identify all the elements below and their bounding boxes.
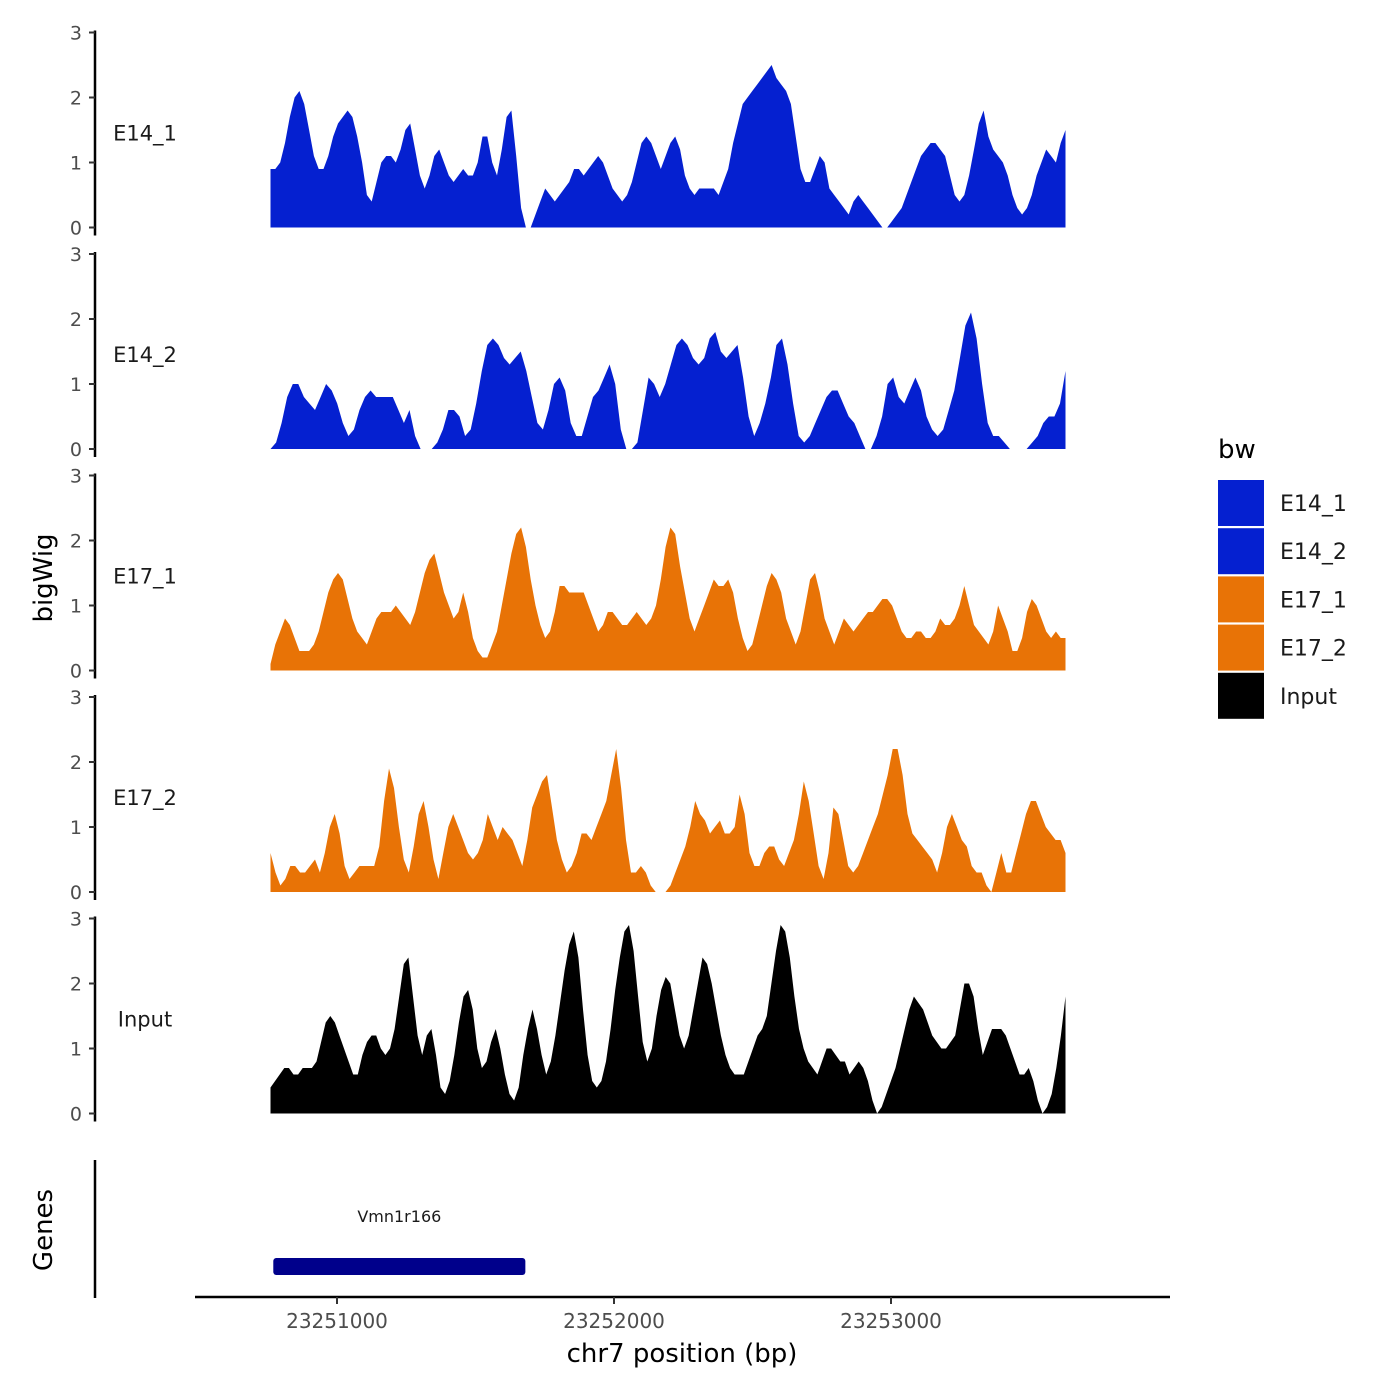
legend-key [1218, 576, 1264, 623]
track-e14-2: 0 1 2 3 E14_2 [70, 244, 1066, 461]
gene-label: Vmn1r166 [357, 1207, 441, 1226]
track-label: E14_2 [113, 343, 177, 368]
legend: bw E14_1 E14_2 E17_1 E17_2 Input [1218, 435, 1347, 719]
legend-title: bw [1218, 435, 1256, 465]
track-input: 0 1 2 3 Input [70, 909, 1066, 1126]
signal-tracks: 0 1 2 3 E14_1 0 1 2 3 E14_2 0 1 2 3 E17_1 0 1 2 3 E17_2 0 1 2 3… [70, 23, 1066, 1126]
genes-axis-title: Genes [29, 1189, 59, 1271]
gene-bar [273, 1258, 526, 1275]
legend-label: E14_2 [1280, 540, 1347, 565]
y-tick-label: 3 [70, 687, 82, 709]
y-tick-label: 1 [70, 817, 82, 839]
y-tick-label: 0 [70, 218, 82, 240]
y-tick-label: 3 [70, 909, 82, 931]
legend-key [1218, 624, 1264, 671]
y-tick-label: 1 [70, 153, 82, 175]
signal-area-e14-2 [270, 312, 1066, 449]
x-tick-label: 23252000 [563, 1309, 665, 1333]
x-tick-label: 23251000 [286, 1309, 388, 1333]
x-axis-title: chr7 position (bp) [567, 1339, 798, 1369]
y-tick-label: 2 [70, 88, 82, 110]
track-label: E17_1 [113, 565, 177, 590]
legend-label: E17_1 [1280, 588, 1347, 613]
genes-panel: Vmn1r166 [93, 1160, 526, 1298]
y-tick-label: 1 [70, 374, 82, 396]
y-tick-label: 2 [70, 309, 82, 331]
x-axis: 23251000 23252000 23253000 [195, 1295, 1170, 1333]
y-tick-label: 0 [70, 661, 82, 683]
y-tick-label: 0 [70, 882, 82, 904]
track-e14-1: 0 1 2 3 E14_1 [70, 23, 1066, 240]
y-tick-label: 2 [70, 531, 82, 553]
y-tick-label: 3 [70, 466, 82, 488]
legend-label: E14_1 [1280, 492, 1347, 517]
signal-area-e17-2 [270, 749, 1066, 892]
signal-area-e17-1 [270, 527, 1066, 671]
track-label: Input [118, 1008, 172, 1032]
track-e17-1: 0 1 2 3 E17_1 [70, 466, 1066, 683]
legend-label: E17_2 [1280, 637, 1347, 662]
signal-area-input [270, 925, 1066, 1114]
y-tick-label: 1 [70, 596, 82, 618]
track-label: E14_1 [113, 122, 177, 147]
y-tick-label: 2 [70, 974, 82, 996]
legend-label: Input [1280, 685, 1337, 710]
y-tick-label: 2 [70, 752, 82, 774]
y-tick-label: 1 [70, 1039, 82, 1061]
track-label: E17_2 [113, 786, 177, 811]
y-tick-label: 0 [70, 439, 82, 461]
y-tick-label: 3 [70, 23, 82, 45]
y-tick-label: 0 [70, 1104, 82, 1126]
y-axis-title: bigWig [29, 533, 59, 622]
track-e17-2: 0 1 2 3 E17_2 [70, 687, 1066, 904]
signal-area-e14-1 [270, 65, 1066, 228]
x-tick-label: 23253000 [840, 1309, 942, 1333]
y-tick-label: 3 [70, 244, 82, 266]
legend-key [1218, 480, 1264, 526]
legend-key [1218, 672, 1264, 719]
legend-key [1218, 528, 1264, 575]
